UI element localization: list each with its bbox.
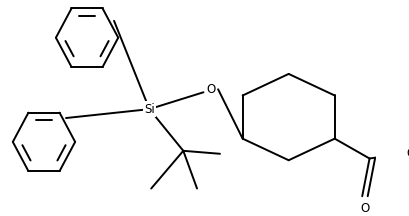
Text: O: O — [405, 147, 409, 160]
Text: O: O — [206, 83, 215, 96]
Text: Si: Si — [144, 103, 154, 116]
Text: O: O — [360, 202, 369, 215]
